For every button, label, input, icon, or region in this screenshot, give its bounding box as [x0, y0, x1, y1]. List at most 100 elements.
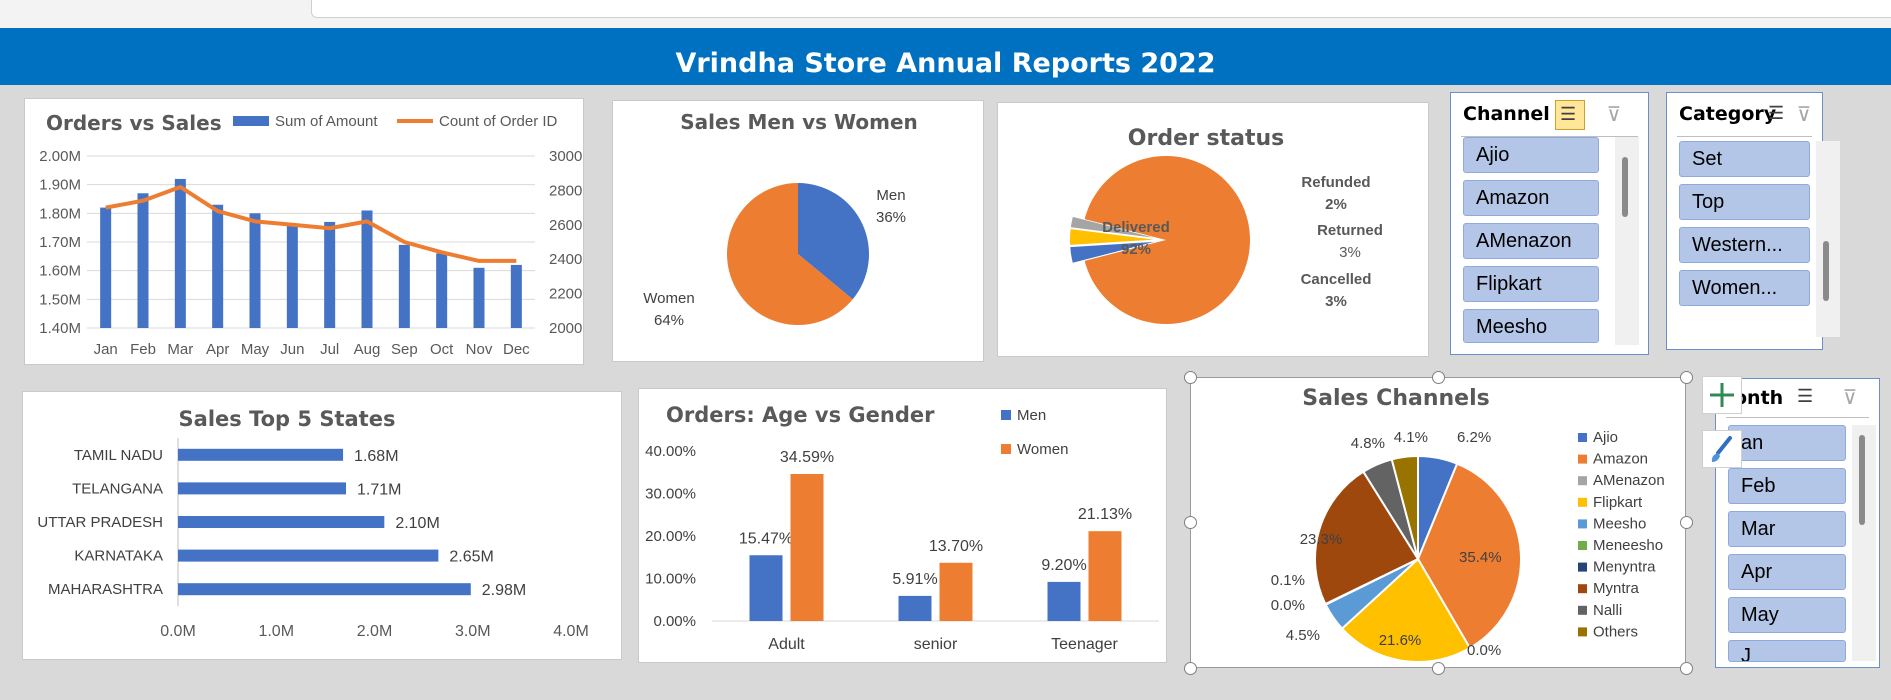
slice-label-refunded: Refunded — [1301, 174, 1370, 191]
bar-nov — [473, 267, 485, 328]
x-tick-label: Jun — [280, 341, 304, 358]
legend-swatch-men — [1001, 410, 1011, 420]
sales-gender-svg: Sales Men vs Women Men 36% Women 64% — [643, 110, 917, 329]
slice-label-delivered: Delivered — [1102, 219, 1170, 236]
resize-handle[interactable] — [1184, 516, 1197, 529]
legend-swatch-meneesho — [1578, 541, 1587, 550]
category-label: MAHARASHTRA — [48, 581, 163, 598]
slice-label-menyntra: 0.1% — [1271, 572, 1305, 589]
slice-label-others: 4.1% — [1394, 429, 1428, 446]
legend-label-menyntra: Menyntra — [1593, 559, 1656, 576]
slice-label-meesho: 4.5% — [1286, 627, 1320, 644]
scrollbar-thumb[interactable] — [1823, 241, 1829, 301]
legend-label-men: Men — [1017, 407, 1046, 424]
x-tick-label: Apr — [206, 341, 229, 358]
resize-handle[interactable] — [1432, 371, 1445, 384]
slicer-scrollbar[interactable] — [1615, 137, 1639, 345]
category-label: TELANGANA — [72, 480, 163, 497]
slice-flipkart — [1340, 557, 1472, 663]
age-gender-chart[interactable]: Orders: Age vs Gender Men Women 40.00% 30.00… — [638, 388, 1167, 663]
legend-swatch-amazon — [1578, 454, 1587, 464]
slicer-item-meesho[interactable]: Meesho — [1463, 309, 1599, 343]
resize-handle[interactable] — [1432, 662, 1445, 675]
y-tick-label: 10.00% — [645, 571, 696, 588]
slicer-item-apr[interactable]: Apr — [1728, 554, 1846, 590]
clear-filter-icon[interactable]: ⊽ — [1842, 387, 1858, 409]
bar-women-teenager — [1088, 531, 1122, 621]
slicer-item-western[interactable]: Western... — [1679, 227, 1810, 263]
slicer-item-top[interactable]: Top — [1679, 184, 1810, 220]
bar-dec — [510, 264, 522, 328]
slice-others — [1390, 454, 1419, 560]
x-tick-label: Aug — [354, 341, 381, 358]
x-tick-label: Teenager — [1051, 636, 1118, 653]
resize-handle[interactable] — [1680, 516, 1693, 529]
slicer-item-ajio[interactable]: Ajio — [1463, 137, 1599, 173]
slicer-item-jan[interactable]: an — [1728, 425, 1846, 461]
sales-gender-chart[interactable]: Sales Men vs Women Men 36% Women 64% — [612, 100, 984, 362]
bar-oct — [436, 253, 448, 328]
y2-tick-label: 2800 — [549, 182, 582, 199]
slicer-item-feb[interactable]: Feb — [1728, 468, 1846, 504]
legend-label-amazon: Amazon — [1593, 451, 1648, 468]
slice-label-flipkart: 21.6% — [1379, 632, 1422, 649]
resize-handle[interactable] — [1680, 662, 1693, 675]
slicer-item-may[interactable]: May — [1728, 597, 1846, 633]
y-tick-label: 20.00% — [645, 528, 696, 545]
orders-vs-sales-chart[interactable]: Orders vs Sales Sum of Amount Count of Ord… — [24, 98, 584, 365]
multiselect-icon[interactable]: ☰ — [1555, 100, 1585, 130]
slice-label-meneesho: 0.0% — [1271, 597, 1305, 614]
bar-women-senior — [939, 562, 973, 621]
order-status-chart[interactable]: Order status Delivered 92% Cancelled 3% Retur… — [997, 102, 1429, 357]
y-tick-label: 1.40M — [39, 320, 81, 337]
slice-women — [727, 183, 853, 325]
slicer-item-amenazon[interactable]: AMenazon — [1463, 223, 1599, 259]
legend-swatch-amenazon — [1578, 476, 1587, 486]
clear-filter-icon[interactable]: ⊽ — [1796, 104, 1812, 126]
x-tick-label: May — [241, 341, 270, 358]
formula-bar[interactable] — [311, 0, 1891, 18]
month-slicer[interactable]: onth ☰ ⊽ an Feb Mar Apr May J — [1715, 378, 1880, 668]
slicer-item-flipkart[interactable]: Flipkart — [1463, 266, 1599, 302]
scrollbar-thumb[interactable] — [1859, 435, 1865, 525]
scrollbar-thumb[interactable] — [1622, 157, 1628, 217]
multiselect-icon[interactable]: ☰ — [1768, 103, 1785, 123]
slice-men — [798, 183, 869, 300]
x-tick-label: Feb — [130, 341, 156, 358]
data-label: 13.70% — [929, 538, 983, 555]
slicer-item-jun[interactable]: J — [1728, 640, 1846, 662]
slicer-item-mar[interactable]: Mar — [1728, 511, 1846, 547]
channel-slicer[interactable]: Channel ☰ ⊽ Ajio Amazon AMenazon Flipkar… — [1450, 92, 1649, 355]
data-label: 9.20% — [1041, 557, 1086, 574]
brush-glyph — [1711, 436, 1732, 462]
slice-cancelled — [1070, 241, 1155, 263]
category-label: TAMIL NADU — [74, 447, 163, 464]
legend-label-ajio: Ajio — [1593, 429, 1618, 446]
plus-icon[interactable] — [1702, 376, 1742, 414]
resize-handle[interactable] — [1184, 371, 1197, 384]
resize-handle[interactable] — [1184, 662, 1197, 675]
top-states-chart[interactable]: Sales Top 5 States TAMIL NADU 1.68M TELANGA… — [22, 391, 622, 660]
resize-handle[interactable] — [1680, 371, 1693, 384]
slice-value-cancelled: 3% — [1325, 293, 1347, 310]
slice-label-men: Men — [876, 187, 905, 204]
slicer-divider — [1461, 136, 1638, 137]
slicer-item-women[interactable]: Women... — [1679, 270, 1810, 306]
bar-jan — [100, 207, 112, 328]
sales-channels-svg: Sales Channels 6.2% 35.4% 0.0% 21.6% 4.5% 0.0%… — [1271, 386, 1665, 663]
multiselect-icon[interactable]: ☰ — [1797, 386, 1814, 406]
brush-icon[interactable] — [1702, 430, 1742, 468]
category-slicer-title: Category — [1679, 103, 1777, 125]
chart-title: Orders vs Sales — [46, 111, 222, 135]
y2-tick-label: 2600 — [549, 217, 582, 234]
category-slicer[interactable]: Category ☰ ⊽ Set Top Western... Women... — [1666, 92, 1840, 350]
slicer-item-amazon[interactable]: Amazon — [1463, 180, 1599, 216]
slicer-item-set[interactable]: Set — [1679, 141, 1810, 177]
legend-label-orders: Count of Order ID — [439, 113, 558, 130]
clear-filter-icon[interactable]: ⊽ — [1606, 104, 1622, 126]
sales-channels-chart[interactable]: Sales Channels 6.2% 35.4% 0.0% 21.6% 4.5% 0.0%… — [1190, 377, 1686, 668]
y2-tick-label: 2400 — [549, 251, 582, 268]
slicer-scrollbar[interactable] — [1816, 141, 1840, 337]
slice-value-delivered: 92% — [1121, 241, 1151, 258]
slicer-scrollbar[interactable] — [1852, 425, 1876, 661]
